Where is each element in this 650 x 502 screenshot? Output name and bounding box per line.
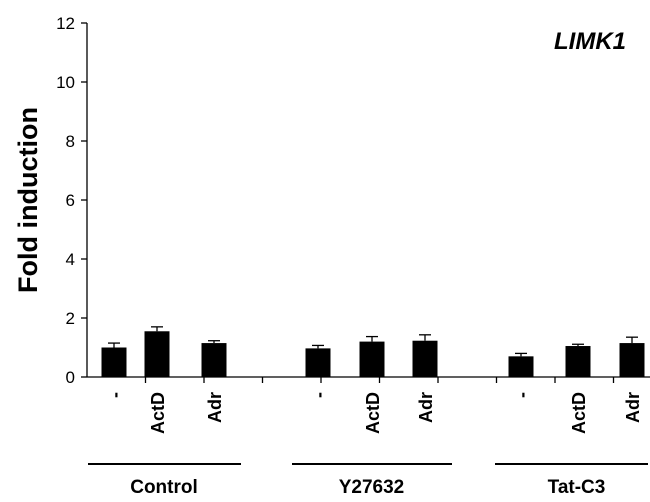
bar-control-untreated: [101, 347, 127, 377]
y-tick-label: 2: [66, 309, 75, 328]
bar-y27632-adr: [412, 340, 438, 377]
y-axis-label: Fold induction: [13, 107, 43, 293]
category-label: ActD: [148, 392, 168, 434]
category-label: ActD: [363, 392, 383, 434]
bar-tat-c3-actd: [565, 346, 591, 377]
y-tick-label: 12: [56, 14, 75, 33]
group-label: Y27632: [339, 477, 405, 498]
category-label: Adr: [205, 392, 225, 423]
y-tick-label: 4: [66, 250, 75, 269]
bar-tat-c3-untreated: [508, 356, 534, 377]
y-ticks: 0 2 4 6 8 10 12: [56, 14, 87, 387]
bar-y27632-untreated: [305, 348, 331, 377]
y-tick-label: 10: [56, 73, 75, 92]
bar-tat-c3-adr: [619, 343, 645, 377]
group-labels: Control Y27632 Tat-C3: [88, 463, 648, 498]
category-label: ActD: [569, 392, 589, 434]
chart-title: LIMK1: [554, 28, 626, 55]
y-tick-label: 0: [66, 368, 75, 387]
y-tick-label: 6: [66, 191, 75, 210]
category-label: Adr: [623, 392, 643, 423]
group-label: Control: [130, 477, 198, 498]
bar-control-actd: [144, 331, 170, 377]
category-label: -: [309, 392, 329, 398]
error-bars-layer: [108, 326, 638, 357]
bar-y27632-actd: [359, 341, 385, 377]
bars-layer: [101, 331, 645, 377]
category-label: -: [105, 392, 125, 398]
category-label: Adr: [416, 392, 436, 423]
bar-control-adr: [201, 343, 227, 377]
group-label: Tat-C3: [548, 477, 606, 498]
category-labels: - ActD Adr - ActD Adr - ActD Adr: [105, 392, 643, 434]
x-ticks: [144, 377, 615, 383]
y-tick-label: 8: [66, 132, 75, 151]
category-label: -: [512, 392, 532, 398]
